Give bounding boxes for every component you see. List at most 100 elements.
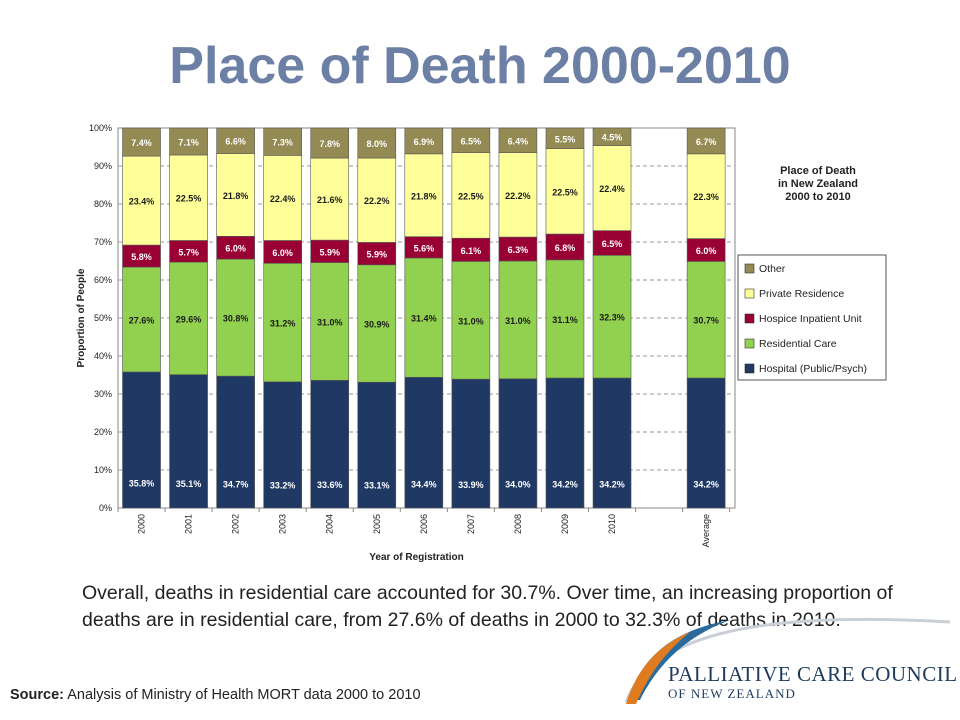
data-label: 34.7% bbox=[223, 479, 249, 489]
data-label: 31.0% bbox=[505, 316, 531, 326]
data-label: 22.4% bbox=[270, 194, 296, 204]
bar-segment bbox=[122, 266, 161, 373]
chart-title-line: in New Zealand bbox=[778, 178, 858, 190]
data-label: 34.0% bbox=[505, 480, 531, 490]
bar-segment bbox=[545, 377, 585, 509]
logo-text-line2: OF NEW ZEALAND bbox=[668, 686, 796, 701]
data-label: 8.0% bbox=[367, 139, 388, 149]
x-tick-label: 2002 bbox=[231, 514, 241, 534]
source-note: Source: Analysis of Ministry of Health M… bbox=[10, 687, 421, 703]
y-tick-label: 20% bbox=[94, 427, 112, 437]
data-label: 32.3% bbox=[599, 313, 625, 323]
data-label: 34.2% bbox=[599, 480, 625, 490]
bar-segment bbox=[592, 145, 632, 231]
bar-segment bbox=[357, 381, 397, 509]
data-label: 7.3% bbox=[272, 138, 293, 148]
data-label: 34.2% bbox=[693, 480, 719, 490]
source-label: Source: bbox=[10, 687, 64, 703]
data-label: 6.0% bbox=[696, 246, 717, 256]
bar-segment bbox=[216, 375, 255, 509]
data-label: 5.5% bbox=[555, 134, 576, 144]
bar-segment bbox=[404, 257, 444, 378]
data-label: 31.4% bbox=[411, 314, 437, 324]
bar-segment bbox=[122, 155, 161, 246]
bar-segment bbox=[122, 127, 161, 157]
bar-segment bbox=[357, 157, 397, 243]
data-label: 5.8% bbox=[131, 252, 152, 262]
bar-segment bbox=[263, 262, 302, 383]
bar-segment bbox=[451, 378, 491, 509]
bar-segment bbox=[169, 127, 208, 156]
legend-swatch bbox=[744, 338, 755, 349]
data-label: 34.4% bbox=[411, 479, 437, 489]
x-tick-label: 2005 bbox=[372, 514, 382, 534]
data-label: 27.6% bbox=[129, 316, 155, 326]
bar-segment bbox=[498, 152, 538, 238]
bar-segment bbox=[216, 153, 255, 237]
bar-segment bbox=[686, 153, 726, 239]
bar-segment bbox=[357, 264, 397, 383]
y-tick-label: 0% bbox=[99, 503, 112, 513]
bar-segment bbox=[592, 255, 632, 379]
bar-segment bbox=[169, 374, 208, 509]
bar-segment bbox=[592, 127, 632, 146]
data-label: 22.2% bbox=[364, 196, 390, 206]
bar-segment bbox=[451, 127, 491, 154]
y-tick-label: 60% bbox=[94, 275, 112, 285]
data-label: 21.6% bbox=[317, 195, 343, 205]
bar-segment bbox=[263, 381, 302, 509]
data-label: 5.9% bbox=[367, 250, 388, 260]
data-label: 5.9% bbox=[319, 247, 340, 257]
data-label: 31.0% bbox=[458, 316, 484, 326]
data-label: 22.4% bbox=[599, 184, 625, 194]
legend-label: Residential Care bbox=[759, 338, 837, 350]
bar-segment bbox=[169, 154, 208, 241]
bar-segment bbox=[545, 259, 585, 379]
data-label: 35.8% bbox=[129, 479, 155, 489]
data-label: 6.6% bbox=[225, 137, 246, 147]
y-tick-label: 50% bbox=[94, 313, 112, 323]
logo-swoosh-icon bbox=[624, 617, 951, 704]
legend-swatch bbox=[744, 288, 755, 299]
data-label: 30.9% bbox=[364, 320, 390, 330]
legend-swatch bbox=[744, 263, 755, 274]
y-axis-title: Proportion of People bbox=[76, 268, 87, 367]
data-label: 4.5% bbox=[602, 133, 623, 143]
bar-segment bbox=[451, 152, 491, 239]
slide-title: Place of Death 2000-2010 bbox=[169, 37, 791, 95]
y-tick-label: 70% bbox=[94, 237, 112, 247]
legend-label: Other bbox=[759, 263, 786, 275]
data-label: 6.4% bbox=[508, 136, 529, 146]
data-label: 35.1% bbox=[176, 479, 202, 489]
x-tick-label: 2007 bbox=[466, 514, 476, 534]
x-tick-label: 2006 bbox=[419, 514, 429, 534]
chart-title-line: 2000 to 2010 bbox=[785, 191, 850, 203]
x-tick-label: 2010 bbox=[607, 514, 617, 534]
data-label: 21.8% bbox=[223, 191, 249, 201]
bar-segment bbox=[545, 127, 585, 149]
y-tick-label: 10% bbox=[94, 465, 112, 475]
data-label: 31.2% bbox=[270, 319, 296, 329]
y-tick-label: 30% bbox=[94, 389, 112, 399]
x-tick-label: 2001 bbox=[184, 514, 194, 534]
bar-segment bbox=[686, 127, 726, 155]
data-label: 22.5% bbox=[552, 187, 578, 197]
data-label: 7.8% bbox=[319, 139, 340, 149]
data-label: 30.7% bbox=[693, 316, 719, 326]
data-label: 6.1% bbox=[461, 246, 482, 256]
legend-label: Hospice Inpatient Unit bbox=[759, 313, 862, 325]
legend-label: Private Residence bbox=[759, 288, 844, 300]
bar-segment bbox=[686, 377, 726, 509]
data-label: 6.8% bbox=[555, 243, 576, 253]
chart-title-line: Place of Death bbox=[780, 165, 856, 177]
bar-segment bbox=[592, 377, 632, 509]
data-label: 22.5% bbox=[458, 191, 484, 201]
logo-text-line1: PALLIATIVE CARE COUNCIL bbox=[668, 662, 958, 686]
bar-segment bbox=[357, 127, 397, 159]
data-label: 5.6% bbox=[414, 243, 435, 253]
data-label: 22.5% bbox=[176, 194, 202, 204]
bar-segment bbox=[498, 378, 538, 509]
bar-segment bbox=[545, 233, 585, 261]
x-tick-label: Average bbox=[701, 514, 711, 547]
data-label: 33.9% bbox=[458, 480, 484, 490]
